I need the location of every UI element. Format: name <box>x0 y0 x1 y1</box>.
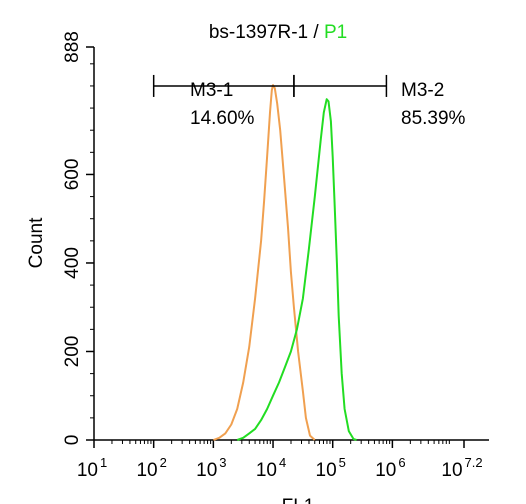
histogram-series <box>213 84 357 441</box>
x-tick-label: 10 3 <box>196 455 226 481</box>
x-axis-label: FL1 <box>282 496 315 504</box>
x-tick-exponent: 2 <box>160 455 167 470</box>
x-tick-label: 10 4 <box>256 455 286 481</box>
chart-title-separator: / <box>308 22 324 43</box>
gate-name-1: M3-1 <box>190 80 233 101</box>
y-tick-label: 400 <box>62 247 83 279</box>
x-tick-exponent: 1 <box>100 455 107 470</box>
x-tick-base: 10 <box>316 460 337 481</box>
chart-title-gate: P1 <box>324 22 347 43</box>
gate-percent-1: 14.60% <box>190 108 255 129</box>
histogram-series-1 <box>213 84 316 441</box>
x-tick-label: 10 5 <box>316 455 346 481</box>
x-tick-base: 10 <box>256 460 277 481</box>
x-tick-base: 10 <box>441 460 462 481</box>
y-tick-label: 0 <box>62 435 83 446</box>
chart-title: bs-1397R-1 / P1 <box>209 22 347 43</box>
histogram-series-2 <box>236 98 357 441</box>
x-tick-label: 10 7.2 <box>441 455 482 481</box>
x-tick-exponent: 6 <box>398 455 405 470</box>
x-tick-base: 10 <box>136 460 157 481</box>
y-tick-label: 200 <box>62 336 83 368</box>
x-tick-label: 10 2 <box>136 455 166 481</box>
x-ticks: 10 1 10 2 10 3 10 4 10 5 10 6 10 7.2 <box>77 440 483 481</box>
x-tick-base: 10 <box>196 460 217 481</box>
y-tick-label: 888 <box>62 31 83 63</box>
x-tick-label: 10 6 <box>375 455 405 481</box>
x-tick-label: 10 1 <box>77 455 107 481</box>
gate-percent-2: 85.39% <box>401 108 466 129</box>
y-tick-label: 600 <box>62 159 83 191</box>
y-axis-label: Count <box>26 217 47 268</box>
chart-title-main: bs-1397R-1 <box>209 22 308 43</box>
y-ticks: 0 200 400 600 888 <box>62 31 94 445</box>
x-minor-ticks <box>111 440 450 444</box>
gate-name-2: M3-2 <box>401 80 444 101</box>
x-tick-base: 10 <box>77 460 98 481</box>
x-tick-exponent: 3 <box>219 455 226 470</box>
x-tick-exponent: 7.2 <box>465 455 483 470</box>
x-tick-exponent: 4 <box>279 455 286 470</box>
x-tick-base: 10 <box>375 460 396 481</box>
gates: M3-1 14.60% M3-2 85.39% <box>152 74 466 129</box>
x-tick-exponent: 5 <box>339 455 346 470</box>
